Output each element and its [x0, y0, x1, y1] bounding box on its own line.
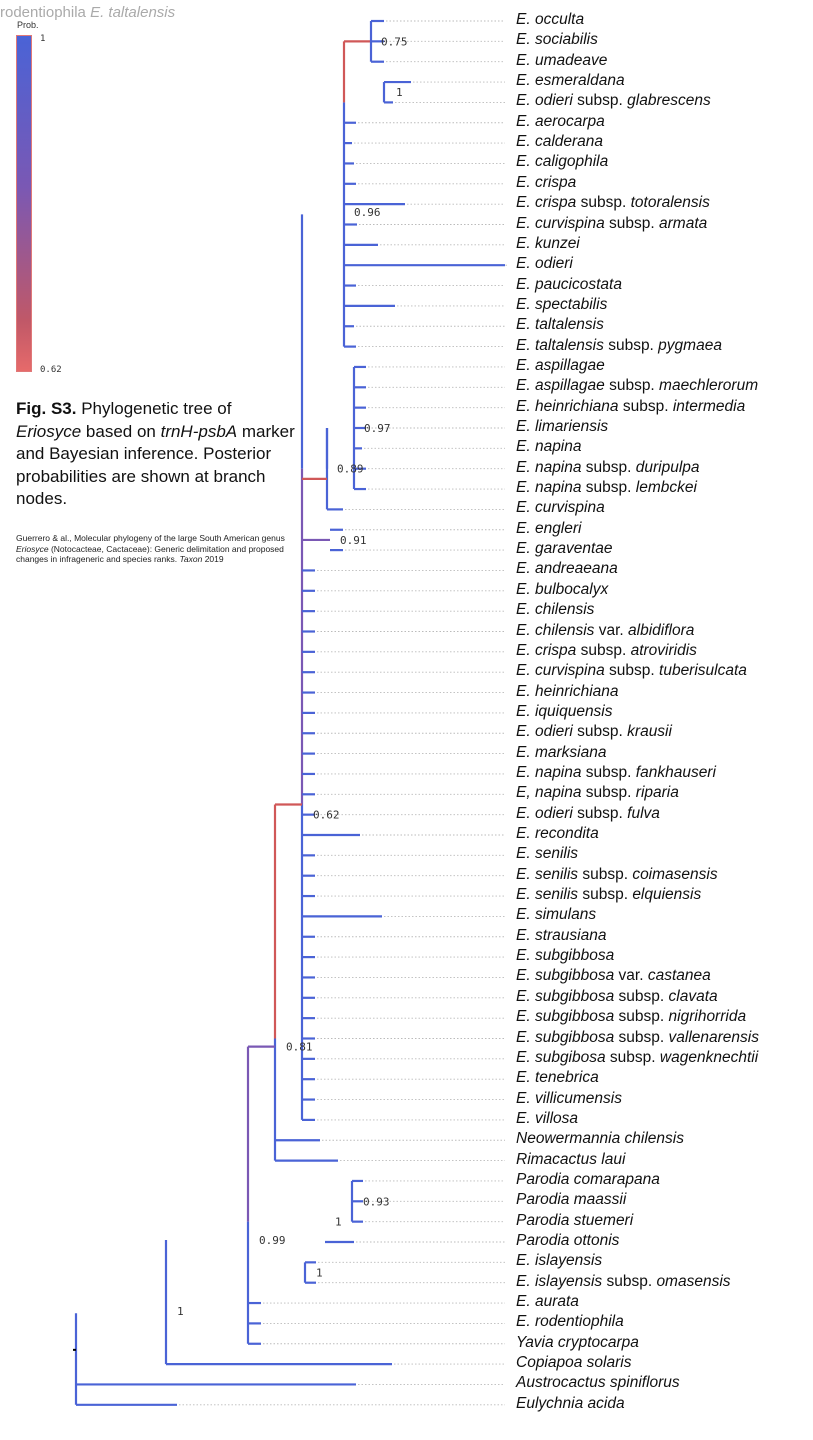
- tip-label: Neowermannia chilensis: [516, 1130, 684, 1148]
- figure-caption: Fig. S3. Phylogenetic tree of Eriosyce b…: [16, 399, 295, 508]
- support-label: 1: [335, 1216, 342, 1229]
- tip-label: E. chilensis var. albidiflora: [516, 621, 695, 639]
- probability-color-scale: [16, 35, 32, 372]
- tip-label: E. odieri subsp. krausii: [516, 723, 672, 741]
- tip-label: E. engleri: [516, 519, 582, 537]
- tip-label: E, napina subsp. riparia: [516, 784, 679, 802]
- support-label: 1: [177, 1305, 184, 1318]
- support-label: 0.99: [259, 1234, 286, 1247]
- tip-label: E. napina: [516, 438, 582, 456]
- legend-min-label: 0.62: [40, 365, 62, 375]
- support-label: 0.75: [381, 35, 408, 48]
- tip-label: E. crispa subsp. totoralensis: [516, 194, 710, 212]
- tip-label: E. chilensis: [516, 601, 595, 619]
- tip-label: E. senilis subsp. elquiensis: [516, 886, 702, 904]
- tip-label: E. subgibbosa var. castanea: [516, 967, 711, 985]
- tip-label: Eulychnia acida: [516, 1394, 625, 1412]
- tip-label: E. tenebrica: [516, 1069, 599, 1087]
- figure-title: rodentiophila E. taltalensis: [0, 4, 176, 21]
- tip-label: E. spectabilis: [516, 295, 608, 313]
- support-label: 0.89: [337, 463, 364, 476]
- tip-label: E. subgibbosa subsp. vallenarensis: [516, 1028, 759, 1046]
- tip-label: E. villosa: [516, 1109, 579, 1127]
- support-label: 0.81: [286, 1041, 313, 1054]
- tip-label: E. heinrichiana subsp. intermedia: [516, 397, 746, 415]
- tip-label: E. rodentiophila: [516, 1313, 624, 1331]
- support-label: 0.96: [354, 206, 381, 219]
- tip-label: E. crispa subsp. atroviridis: [516, 641, 697, 659]
- tip-label: Austrocactus spiniflorus: [516, 1374, 680, 1392]
- tip-label: E. aurata: [516, 1293, 579, 1311]
- tip-label: Parodia maassii: [516, 1191, 627, 1209]
- tip-label: E. heinrichiana: [516, 682, 619, 700]
- tip-label: E. napina subsp. lembckei: [516, 479, 697, 497]
- tip-label: E. subgibbosa: [516, 947, 615, 965]
- citation: Guerrero & al., Molecular phylogeny of t…: [16, 533, 285, 564]
- tip-label: E. odieri subsp. fulva: [516, 804, 660, 822]
- tip-label: E. senilis subsp. coimasensis: [516, 865, 718, 883]
- tip-label: E. islayensis: [516, 1252, 603, 1270]
- support-label: 1: [396, 86, 403, 99]
- tip-label: E. taltalensis: [516, 316, 604, 334]
- tip-label: E. simulans: [516, 906, 597, 924]
- support-label: 0.62: [313, 809, 340, 822]
- tip-label: E. umadeave: [516, 51, 608, 69]
- tip-label: E. occulta: [516, 11, 585, 28]
- tip-label: E. marksiana: [516, 743, 607, 761]
- tip-label: E. paucicostata: [516, 275, 622, 293]
- tip-label: E. recondita: [516, 825, 599, 842]
- legend-max-label: 1: [40, 34, 46, 44]
- tip-label: E. curvispina subsp. tuberisulcata: [516, 662, 747, 680]
- support-label: 0.97: [364, 422, 391, 435]
- tip-label: E. aerocarpa: [516, 112, 605, 130]
- tip-label: E. odieri: [516, 255, 573, 273]
- tip-label: E. aspillagae: [516, 356, 605, 374]
- tip-label: E. calderana: [516, 133, 604, 151]
- support-label: 0.93: [363, 1195, 390, 1208]
- tip-label: E. subgibosa subsp. wagenknechtii: [516, 1048, 759, 1066]
- tip-label: E. sociabilis: [516, 31, 598, 49]
- tip-label: Parodia ottonis: [516, 1232, 620, 1249]
- tip-label: E. andreaeana: [516, 560, 618, 578]
- tip-label: E. napina subsp. duripulpa: [516, 458, 700, 476]
- tip-label: E. crispa: [516, 173, 577, 191]
- tip-label: E. curvispina subsp. armata: [516, 214, 708, 232]
- tip-label: Rimacactus laui: [516, 1150, 626, 1168]
- tip-label: E. villicumensis: [516, 1089, 622, 1107]
- tip-label: E. subgibbosa subsp. clavata: [516, 987, 718, 1005]
- tip-label: E. garaventae: [516, 540, 613, 558]
- tip-label: E. senilis: [516, 845, 579, 863]
- tip-label: Copiapoa solaris: [516, 1354, 632, 1372]
- tip-label: Parodia comarapana: [516, 1170, 660, 1188]
- support-label: 0.91: [340, 534, 367, 547]
- tip-label: E. iquiquensis: [516, 702, 613, 720]
- tip-label: E. bulbocalyx: [516, 580, 609, 598]
- tip-label: E. curvispina: [516, 499, 605, 517]
- legend-title: Prob.: [17, 20, 39, 30]
- tip-label: Yavia cryptocarpa: [516, 1333, 639, 1351]
- tip-label: E. esmeraldana: [516, 72, 625, 90]
- support-label: 1: [316, 1267, 323, 1280]
- tip-label: E. aspillagae subsp. maechlerorum: [516, 377, 759, 395]
- tip-label: E. strausiana: [516, 926, 607, 944]
- tip-label: E. islayensis subsp. omasensis: [516, 1272, 731, 1290]
- tip-label: E. taltalensis subsp. pygmaea: [516, 336, 722, 354]
- tip-label: E. caligophila: [516, 153, 609, 171]
- tip-label: E. napina subsp. fankhauseri: [516, 763, 716, 781]
- tip-label: E. odieri subsp. glabrescens: [516, 92, 711, 110]
- tip-label: Parodia stuemeri: [516, 1211, 634, 1229]
- tip-label: E. limariensis: [516, 418, 609, 435]
- tip-label: E. kunzei: [516, 234, 580, 252]
- tip-label: E. subgibbosa subsp. nigrihorrida: [516, 1008, 747, 1026]
